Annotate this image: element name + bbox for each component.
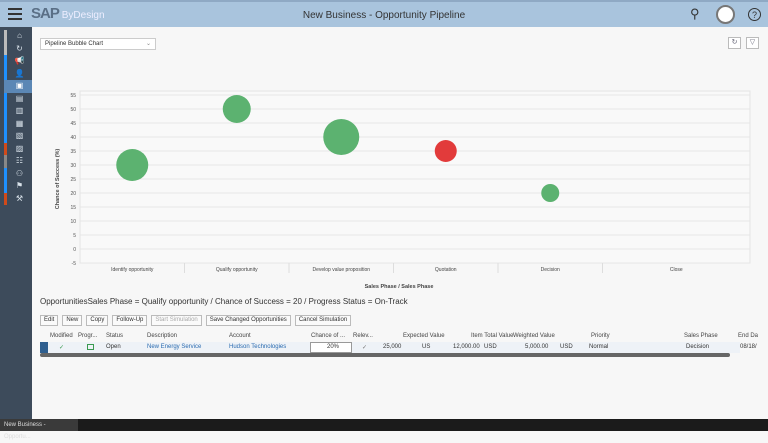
y-tick-label: 45: [70, 121, 76, 127]
refresh-icon[interactable]: ↻: [728, 37, 741, 49]
y-tick-label: 30: [70, 163, 76, 169]
column-header[interactable]: Description: [147, 333, 178, 339]
table-row[interactable]: ✓ Open New Energy Service Hudson Technol…: [40, 342, 757, 353]
plot-area: [79, 90, 751, 264]
progress-status-icon: [87, 344, 94, 350]
bubble-develop-value-proposition: [323, 119, 360, 155]
y-tick-label: -5: [72, 261, 77, 267]
y-tick-label: 55: [70, 93, 76, 99]
column-header[interactable]: Priority: [591, 333, 610, 339]
button-new[interactable]: New: [62, 315, 83, 326]
sidebar-item-13[interactable]: ⚒: [4, 192, 32, 205]
column-header[interactable]: Sales Phase: [684, 333, 718, 339]
sidebar-item-9[interactable]: ▨: [4, 142, 32, 155]
bubble-decision: [541, 184, 560, 202]
description-link[interactable]: New Energy Service: [147, 344, 202, 350]
sidebar-item-0[interactable]: ⌂: [4, 30, 32, 43]
sidebar-item-5[interactable]: ▤: [4, 92, 32, 105]
sidebar-item-7[interactable]: ▦: [4, 117, 32, 130]
y-tick-label: 25: [70, 177, 76, 183]
page-title: New Business - Opportunity Pipeline: [302, 10, 466, 21]
y-tick-label: 40: [70, 135, 76, 141]
x-tick-label: Quotation: [435, 267, 457, 273]
y-tick-label: 35: [70, 149, 76, 155]
help-icon[interactable]: ?: [748, 8, 761, 21]
sidebar-item-11[interactable]: ⚇: [4, 167, 32, 180]
sidebar-item-3[interactable]: 👤: [4, 67, 32, 80]
sidebar-item-1[interactable]: ↻: [4, 42, 32, 55]
sidebar-item-8[interactable]: ▧: [4, 130, 32, 143]
expected-currency[interactable]: US: [422, 344, 431, 350]
sidebar-item-10[interactable]: ☷: [4, 155, 32, 168]
chevron-down-icon: ⌄: [145, 41, 151, 47]
x-tick-label: Close: [670, 267, 683, 273]
weighted-currency: USD: [560, 344, 573, 350]
sidebar-item-6[interactable]: ▥: [4, 105, 32, 118]
horizontal-scrollbar[interactable]: [40, 353, 730, 357]
x-tick-label: Qualify opportunity: [216, 267, 258, 273]
button-copy[interactable]: Copy: [86, 315, 109, 326]
sidebar: ⌂ ↻ 📢 👤 ▣ ▤ ▥ ▦ ▧ ▨ ☷ ⚇ ⚑ ⚒: [0, 27, 32, 419]
sidebar-item-12[interactable]: ⚑: [4, 180, 32, 193]
y-tick-label: 20: [70, 191, 76, 197]
weighted-value: 5,000.00: [525, 344, 549, 350]
button-edit[interactable]: Edit: [40, 315, 59, 326]
button-cancel-simulation[interactable]: Cancel Simulation: [294, 315, 352, 326]
bubble-quotation: [434, 140, 457, 162]
column-header[interactable]: Expected Value: [403, 333, 445, 339]
item-total-value: 12,000.00: [453, 344, 480, 350]
taskbar-item[interactable]: New Business - Opportu...: [0, 419, 78, 440]
column-header[interactable]: Status: [106, 333, 124, 339]
modified-check-icon: ✓: [59, 345, 65, 351]
column-header[interactable]: End Da: [738, 333, 759, 339]
button-follow-up[interactable]: Follow-Up: [112, 315, 148, 326]
y-tick-label: 0: [73, 247, 76, 253]
taskbar: New Business - Opportu...: [0, 419, 768, 440]
expected-value[interactable]: 25,000: [383, 344, 402, 350]
column-header[interactable]: Modified: [50, 333, 73, 339]
button-start-simulation[interactable]: Start Simulation: [151, 315, 202, 326]
y-axis-label: Chance of Success (%): [55, 149, 61, 210]
priority-select[interactable]: Normal: [589, 344, 609, 350]
column-header[interactable]: Weighted Value: [513, 333, 555, 339]
x-axis-label: Sales Phase / Sales Phase: [365, 284, 434, 290]
column-header[interactable]: Relev...: [353, 333, 373, 339]
x-tick-label: Develop value proposition: [312, 267, 370, 273]
status-cell: Open: [106, 344, 121, 350]
sales-phase-select[interactable]: Decision: [686, 344, 710, 350]
relevant-checkbox[interactable]: ✓: [362, 345, 368, 351]
avatar[interactable]: [716, 5, 735, 24]
search-icon[interactable]: ⚲: [690, 6, 700, 21]
selection-summary: OpportunitiesSales Phase = Qualify oppor…: [40, 297, 408, 306]
x-tick-label: Decision: [541, 267, 560, 273]
menu-icon[interactable]: [8, 8, 22, 20]
y-tick-label: 5: [73, 233, 76, 239]
shell-bar: SAP ByDesign New Business - Opportunity …: [0, 0, 768, 27]
y-tick-label: 10: [70, 219, 76, 225]
button-save-changed-opportunities[interactable]: Save Changed Opportunities: [205, 315, 291, 326]
chance-input[interactable]: 20%: [310, 342, 352, 353]
sidebar-item-2[interactable]: 📢: [4, 55, 32, 68]
column-header[interactable]: Item Total Value: [471, 333, 514, 339]
sidebar-item-4[interactable]: ▣: [4, 80, 32, 93]
sap-logo: SAP ByDesign: [31, 5, 105, 22]
column-header[interactable]: Chance of ...: [311, 333, 346, 339]
end-date[interactable]: 08/18/: [740, 344, 757, 350]
column-header[interactable]: Account: [229, 333, 251, 339]
view-select[interactable]: Pipeline Bubble Chart ⌄: [40, 38, 156, 50]
y-tick-label: 50: [70, 107, 76, 113]
y-tick-label: 15: [70, 205, 76, 211]
x-tick-label: Identify opportunity: [111, 267, 154, 273]
column-header[interactable]: Progr...: [78, 333, 98, 339]
row-selector[interactable]: [40, 342, 48, 353]
account-link[interactable]: Hudson Technologies: [229, 344, 287, 350]
bubble-qualify-opportunity: [222, 95, 251, 123]
bubble-identify-opportunity: [116, 149, 149, 181]
item-currency: USD: [484, 344, 497, 350]
filter-icon[interactable]: ▽: [746, 37, 759, 49]
